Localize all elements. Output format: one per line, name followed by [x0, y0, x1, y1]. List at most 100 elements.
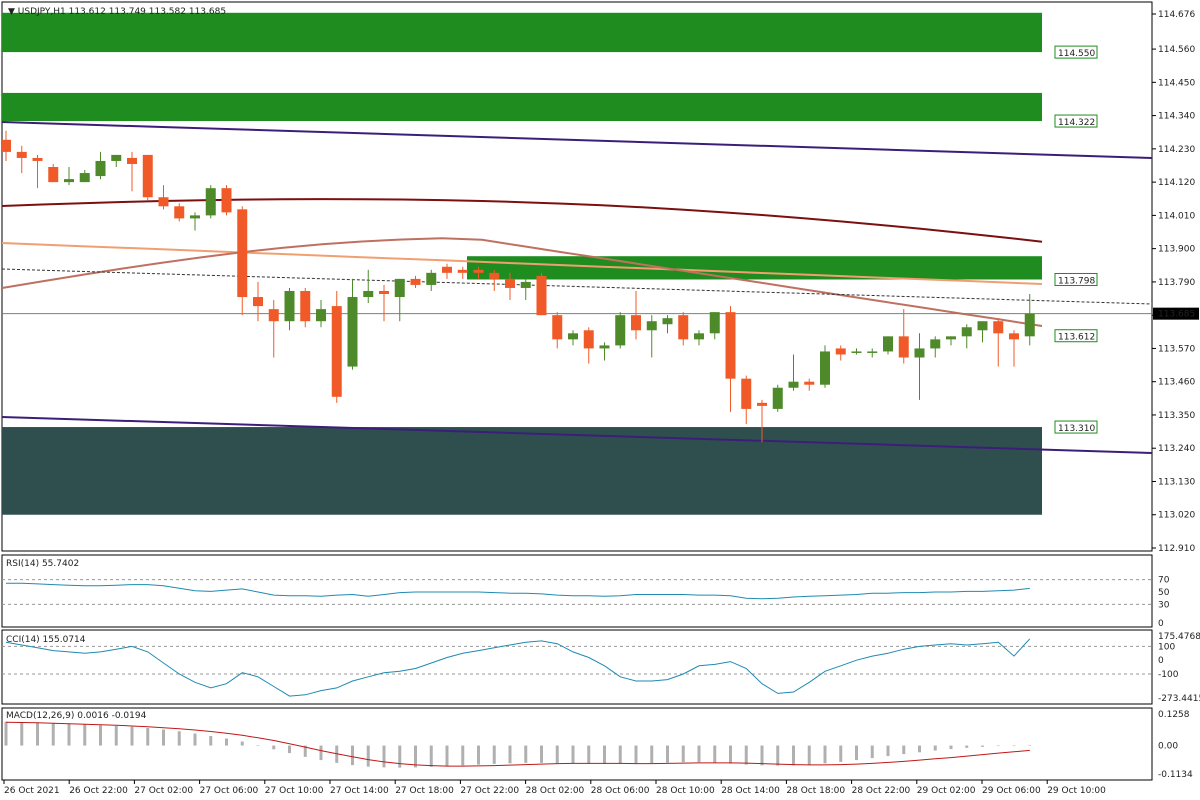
price-label-box [1054, 329, 1098, 343]
macd-histogram-bar [130, 726, 134, 746]
macd-histogram-bar [933, 745, 937, 751]
cci-tick-label: 175.4768 [1158, 632, 1200, 642]
candle-body [867, 351, 878, 353]
macd-histogram-bar [193, 733, 197, 746]
candle-body [883, 336, 893, 352]
candle-body [268, 309, 279, 322]
current-price-label: 113.685 [1158, 310, 1195, 320]
macd-histogram-bar [303, 745, 307, 757]
y-tick-label: 114.560 [1158, 45, 1195, 55]
macd-histogram-bar [162, 729, 165, 746]
cci-tick-label: 0 [1158, 656, 1164, 666]
candle-body [977, 321, 988, 331]
candle-body [64, 179, 74, 183]
macd-histogram-bar [1012, 745, 1016, 747]
macd-histogram-bar [445, 745, 449, 767]
macd-histogram-bar [729, 745, 732, 764]
candle-body [95, 160, 106, 177]
macd-histogram-bar [67, 723, 71, 746]
x-tick-label: 29 Oct 10:00 [1047, 786, 1106, 796]
y-tick-label: 114.340 [1158, 112, 1195, 122]
rsi-tick-label: 0 [1158, 619, 1164, 629]
x-tick-label: 26 Oct 2021 [4, 786, 60, 796]
macd-signal-line [5, 721, 1030, 767]
price-label: 113.612 [1058, 333, 1095, 343]
price-label: 113.310 [1058, 424, 1095, 434]
x-tick-label: 29 Oct 06:00 [982, 786, 1041, 796]
x-tick-label: 27 Oct 22:00 [460, 786, 519, 796]
x-tick-label: 27 Oct 10:00 [265, 786, 324, 796]
macd-histogram-bar [839, 745, 843, 762]
rsi-tick-label: 50 [1158, 588, 1170, 598]
x-tick-label: 28 Oct 22:00 [852, 786, 911, 796]
candle-body [946, 336, 956, 340]
macd-histogram-bar [697, 745, 701, 763]
macd-histogram-bar [571, 745, 575, 764]
macd-histogram-bar [524, 745, 528, 763]
candle-body [284, 290, 295, 322]
cci-tick-label: -273.4415 [1158, 694, 1200, 704]
macd-histogram-bar [146, 727, 150, 746]
candle-body [599, 345, 610, 349]
macd-histogram-bar [36, 722, 39, 746]
macd-title: MACD(12,26,9) 0.0016 -0.0194 [6, 711, 147, 721]
candle-body [1, 139, 11, 152]
macd-histogram-bar [240, 741, 244, 746]
y-tick-label: 113.570 [1158, 344, 1195, 354]
x-tick-label: 29 Oct 02:00 [917, 786, 976, 796]
cci-line [5, 638, 1031, 697]
candle-body [536, 275, 547, 316]
y-tick-label: 114.120 [1158, 178, 1195, 188]
macd-histogram-bar [603, 745, 606, 764]
y-tick-label: 113.020 [1158, 511, 1195, 521]
y-tick-label: 113.460 [1158, 378, 1195, 388]
candle-body [457, 269, 468, 273]
macd-histogram-bar [272, 745, 276, 750]
candle-body [142, 154, 153, 198]
macd-histogram-bar [855, 745, 858, 761]
macd-histogram-bar [587, 745, 591, 764]
candle-body [127, 157, 137, 164]
candle-body [79, 173, 90, 183]
candle-body [1024, 313, 1035, 337]
macd-histogram-bar [918, 745, 921, 753]
y-tick-label: 113.130 [1158, 477, 1195, 487]
y-tick-label: 112.910 [1158, 544, 1195, 554]
candle-body [410, 278, 421, 285]
candle-body [300, 290, 311, 322]
macd-histogram-bar [949, 745, 953, 750]
current-price-tag [1153, 307, 1199, 320]
macd-histogram-bar [555, 745, 559, 764]
macd-histogram-bar [792, 745, 795, 766]
macd-histogram-bar [288, 745, 291, 754]
candle-body [363, 290, 374, 298]
x-tick-label: 26 Oct 22:00 [69, 786, 128, 796]
candle-body [741, 378, 752, 409]
candle-body [552, 315, 563, 340]
candle-body [221, 188, 232, 213]
candle-body [615, 315, 626, 346]
ma-fast-line [1, 237, 1043, 327]
x-tick-label: 27 Oct 18:00 [395, 786, 454, 796]
macd-histogram-bar [51, 722, 55, 746]
candle-body [804, 381, 815, 385]
macd-histogram-bar [20, 721, 24, 746]
dashed-trend-line [1, 268, 1153, 305]
ma-mid-line [1, 242, 1043, 285]
candle-body [757, 402, 767, 406]
macd-histogram-bar [886, 745, 890, 757]
price-label-box [1054, 45, 1098, 59]
candle-body [347, 297, 358, 367]
y-tick-label: 114.676 [1158, 10, 1195, 20]
candle-body [331, 306, 342, 397]
macd-histogram-bar [83, 724, 87, 746]
candle-body [237, 209, 248, 298]
macd-histogram-bar [681, 745, 685, 763]
candle-body [174, 206, 185, 219]
candle-body [253, 297, 263, 307]
price-label-box [1054, 272, 1098, 286]
cci-title: CCI(14) 155.0714 [6, 635, 86, 645]
candle-body [442, 266, 452, 273]
macd-tick-label: 0.1258 [1158, 710, 1190, 720]
